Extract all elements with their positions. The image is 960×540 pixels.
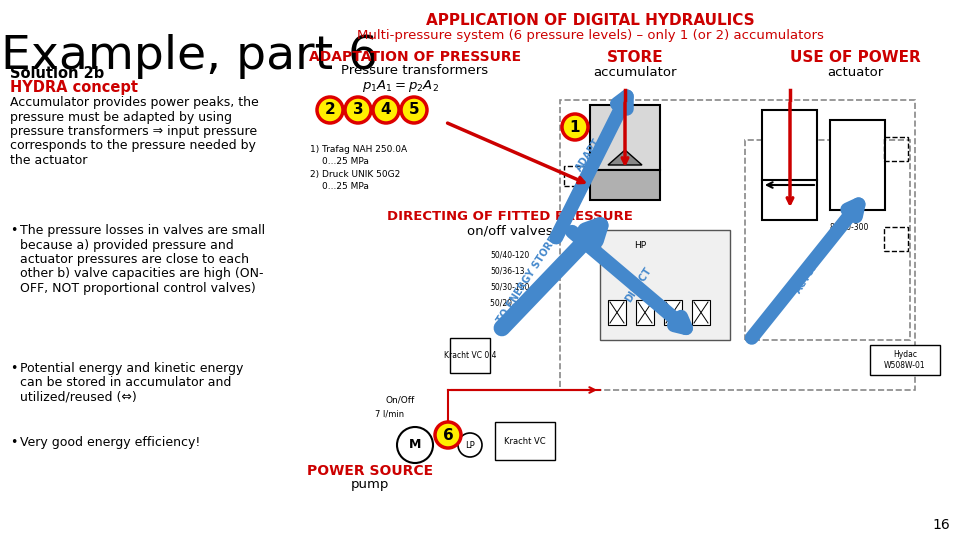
- Text: LP: LP: [466, 441, 475, 449]
- Text: Kracht VC 0.4: Kracht VC 0.4: [444, 352, 496, 361]
- Text: pressure must be adapted by using: pressure must be adapted by using: [10, 111, 232, 124]
- Text: 50/36-13: 50/36-13: [490, 266, 524, 275]
- Text: •: •: [10, 362, 17, 375]
- Text: POWER SOURCE: POWER SOURCE: [307, 464, 433, 478]
- Text: Kracht VC: Kracht VC: [504, 436, 546, 446]
- Text: On/Off: On/Off: [385, 395, 415, 404]
- Bar: [762, 110, 817, 220]
- Text: utilized/reused (⇔): utilized/reused (⇔): [20, 391, 136, 404]
- Text: 7 l/min: 7 l/min: [375, 409, 404, 418]
- Text: The pressure losses in valves are small: The pressure losses in valves are small: [20, 224, 265, 237]
- Polygon shape: [608, 150, 642, 165]
- Text: 1) Trafag NAH 250.0A: 1) Trafag NAH 250.0A: [310, 145, 407, 154]
- Bar: [590, 105, 660, 170]
- Circle shape: [397, 427, 433, 463]
- Text: 2) Druck UNIK 50G2: 2) Druck UNIK 50G2: [310, 170, 400, 179]
- Text: accumulator: accumulator: [593, 66, 677, 79]
- Text: 1: 1: [569, 119, 580, 134]
- Text: STORE: STORE: [607, 50, 663, 65]
- Text: 50/40-120: 50/40-120: [490, 250, 529, 259]
- Text: the actuator: the actuator: [10, 154, 87, 167]
- Text: M: M: [409, 438, 421, 451]
- Text: 16: 16: [932, 518, 950, 532]
- Text: ACTUATORS: ACTUATORS: [793, 235, 837, 295]
- Text: actuator: actuator: [827, 66, 883, 79]
- Text: USE OF POWER: USE OF POWER: [790, 50, 921, 65]
- Circle shape: [317, 97, 343, 123]
- Text: ADAPT: ADAPT: [574, 137, 602, 173]
- Circle shape: [435, 422, 461, 448]
- Text: can be stored in accumulator and: can be stored in accumulator and: [20, 376, 231, 389]
- Text: pump: pump: [350, 478, 389, 491]
- Text: •: •: [10, 436, 17, 449]
- Bar: [608, 300, 626, 325]
- Circle shape: [562, 114, 588, 140]
- Circle shape: [458, 433, 482, 457]
- Bar: [590, 170, 660, 200]
- Text: DIRECT: DIRECT: [623, 266, 653, 305]
- Text: Very good energy efficiency!: Very good energy efficiency!: [20, 436, 201, 449]
- Text: 5: 5: [409, 103, 420, 118]
- Circle shape: [373, 97, 399, 123]
- Text: $p_1 A_1 = p_2 A_2$: $p_1 A_1 = p_2 A_2$: [362, 78, 439, 94]
- Text: Solution 2b: Solution 2b: [10, 66, 105, 81]
- Text: HP: HP: [634, 240, 646, 249]
- Text: actuator pressures are close to each: actuator pressures are close to each: [20, 253, 249, 266]
- Text: Multi-pressure system (6 pressure levels) – only 1 (or 2) accumulators: Multi-pressure system (6 pressure levels…: [356, 29, 824, 42]
- Text: HYDRA concept: HYDRA concept: [10, 80, 138, 95]
- Text: 2: 2: [324, 103, 335, 118]
- Text: DIRECTING OF FITTED PRESSURE: DIRECTING OF FITTED PRESSURE: [387, 210, 633, 223]
- Bar: [664, 300, 682, 325]
- Bar: [830, 120, 885, 210]
- Text: 6: 6: [443, 428, 453, 442]
- Text: OFF, NOT proportional control valves): OFF, NOT proportional control valves): [20, 282, 255, 295]
- Circle shape: [401, 97, 427, 123]
- Text: on/off valves: on/off valves: [468, 224, 553, 237]
- Text: 80/40-300: 80/40-300: [830, 222, 870, 231]
- Text: Accumulator provides power peaks, the: Accumulator provides power peaks, the: [10, 96, 259, 109]
- Text: 4: 4: [381, 103, 392, 118]
- Text: 50/20 mm: 50/20 mm: [490, 298, 529, 307]
- Circle shape: [345, 97, 371, 123]
- Text: 0...25 MPa: 0...25 MPa: [322, 157, 369, 166]
- Text: other b) valve capacities are high (ON-: other b) valve capacities are high (ON-: [20, 267, 263, 280]
- Text: Example, part 6: Example, part 6: [1, 34, 378, 79]
- Text: APPLICATION OF DIGITAL HYDRAULICS: APPLICATION OF DIGITAL HYDRAULICS: [425, 13, 755, 28]
- Text: •: •: [10, 224, 17, 237]
- Text: TO ENERGY STORE: TO ENERGY STORE: [495, 235, 559, 325]
- Text: ADAPTATION OF PRESSURE: ADAPTATION OF PRESSURE: [309, 50, 521, 64]
- Bar: [870, 345, 940, 375]
- Bar: [636, 300, 654, 325]
- Bar: [450, 338, 490, 373]
- Text: 50/30-150: 50/30-150: [490, 282, 529, 291]
- Bar: [692, 300, 710, 325]
- Text: 0...25 MPa: 0...25 MPa: [322, 182, 369, 191]
- Text: 3: 3: [352, 103, 363, 118]
- Text: corresponds to the pressure needed by: corresponds to the pressure needed by: [10, 139, 256, 152]
- Text: Hydac
W508W-01: Hydac W508W-01: [884, 350, 925, 370]
- Text: Potential energy and kinetic energy: Potential energy and kinetic energy: [20, 362, 244, 375]
- Text: Pressure transformers: Pressure transformers: [342, 64, 489, 77]
- Text: pressure transformers ⇒ input pressure: pressure transformers ⇒ input pressure: [10, 125, 257, 138]
- Bar: [600, 230, 730, 340]
- Text: because a) provided pressure and: because a) provided pressure and: [20, 239, 233, 252]
- Bar: [495, 422, 555, 460]
